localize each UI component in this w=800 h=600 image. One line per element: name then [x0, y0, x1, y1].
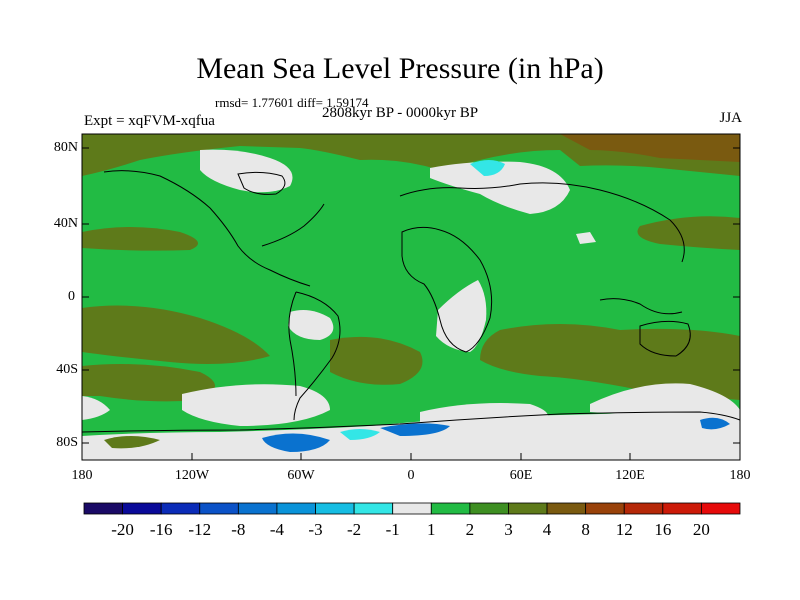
colorbar-box — [392, 502, 432, 515]
colorbar-box — [237, 502, 278, 515]
amazon-white-region — [288, 310, 334, 340]
siberia-white-region — [430, 161, 570, 214]
lat-tick-marks — [82, 147, 740, 444]
colorbar-box — [508, 502, 548, 515]
antarctic-blue-anomaly-3 — [700, 417, 730, 430]
greenland-coast — [237, 171, 286, 195]
indonesia-coast — [599, 298, 683, 315]
colorbar-label: -8 — [231, 520, 246, 539]
period-label: 2808kyr BP - 0000kyr BP — [322, 105, 479, 121]
colorbar-box — [701, 502, 741, 515]
south-america-west-coast — [288, 291, 297, 397]
arctic-brown-region — [560, 134, 740, 162]
map-title: Mean Sea Level Pressure (in hPa) — [196, 52, 604, 85]
colorbar-label: 16 — [654, 520, 672, 539]
eurasia-coast — [399, 182, 685, 263]
lat-label-0: 0 — [68, 289, 75, 304]
stats-label: rmsd= 1.77601 diff= 1.59174 — [215, 95, 369, 110]
antarctic-blue-anomaly — [262, 433, 330, 452]
lon-label-180e: 180 — [729, 468, 751, 483]
antarctic-white-region — [82, 412, 740, 460]
pacific-olive-band — [82, 227, 198, 251]
west-white-patch — [82, 396, 110, 420]
colorbar-label: -12 — [188, 520, 212, 539]
siberia-cyan-patch — [470, 160, 505, 176]
colorbar-box — [430, 502, 471, 515]
colorbar-box — [546, 502, 587, 515]
southern-olive-band — [82, 364, 215, 402]
lon-label-180w: 180 — [71, 468, 93, 483]
lon-label-0: 0 — [407, 468, 415, 483]
colorbar-label: 4 — [542, 520, 552, 539]
arctic-olive-region — [82, 134, 740, 176]
experiment-label: Expt = xqFVM-xqfua — [84, 113, 215, 129]
colorbar-label: 12 — [615, 520, 633, 539]
antarctic-blue-anomaly-2 — [380, 423, 450, 436]
antarctic-cyan-patch — [340, 429, 380, 440]
greenland-white-region — [200, 149, 293, 193]
colorbar-box — [83, 502, 123, 515]
colorbar-box — [585, 502, 625, 515]
antarctic-olive-patch — [104, 436, 160, 449]
colorbar-label: 3 — [504, 520, 513, 539]
colorbar — [83, 502, 741, 515]
colorbar-box — [122, 502, 162, 515]
colorbar-label: -16 — [149, 520, 173, 539]
africa-coast — [401, 226, 493, 353]
colorbar-label: 1 — [427, 520, 436, 539]
colorbar-box — [276, 502, 316, 515]
lat-label-40n: 40N — [53, 216, 78, 231]
colorbar-label: 20 — [692, 520, 710, 539]
north-america-coast — [103, 170, 311, 287]
south-atlantic-olive-region — [330, 336, 423, 385]
westpac-olive-band — [637, 216, 740, 250]
africa-white-region — [436, 280, 487, 352]
season-label: JJA — [719, 110, 742, 126]
colorbar-label: -20 — [111, 520, 134, 539]
north-america-east-coast — [261, 203, 325, 247]
lon-label-60w: 60W — [287, 468, 315, 483]
coastlines — [81, 170, 741, 433]
lon-tick-marks — [81, 453, 741, 460]
south-america-coast — [293, 291, 341, 421]
colorbar-label: 8 — [581, 520, 590, 539]
colorbar-label: -4 — [269, 520, 285, 539]
colorbar-box — [469, 502, 509, 515]
lon-label-60e: 60E — [509, 468, 533, 483]
colorbar-box — [662, 502, 702, 515]
colorbar-label: -1 — [385, 520, 400, 539]
lon-label-120w: 120W — [174, 468, 210, 483]
colorbar-label: -2 — [347, 520, 362, 539]
colorbar-box — [160, 502, 201, 515]
south-pacific-white-region — [182, 384, 330, 426]
south-pacific-olive-region — [82, 305, 270, 364]
asia-white-patch — [576, 232, 596, 244]
lat-label-80n: 80N — [53, 140, 78, 155]
antarctica-coast — [81, 411, 741, 433]
colorbar-box — [199, 502, 239, 515]
lat-label-40s: 40S — [56, 362, 78, 377]
indian-ocean-olive-region — [480, 324, 740, 400]
map-plot — [81, 133, 741, 461]
colorbar-label: -3 — [308, 520, 323, 539]
colorbar-box — [623, 502, 664, 515]
lat-label-80s: 80S — [56, 435, 78, 450]
colorbar-label: 2 — [465, 520, 475, 539]
australia-coast — [639, 320, 691, 357]
colorbar-box — [353, 502, 394, 515]
lon-label-120e: 120E — [615, 468, 645, 483]
colorbar-box — [315, 502, 355, 515]
